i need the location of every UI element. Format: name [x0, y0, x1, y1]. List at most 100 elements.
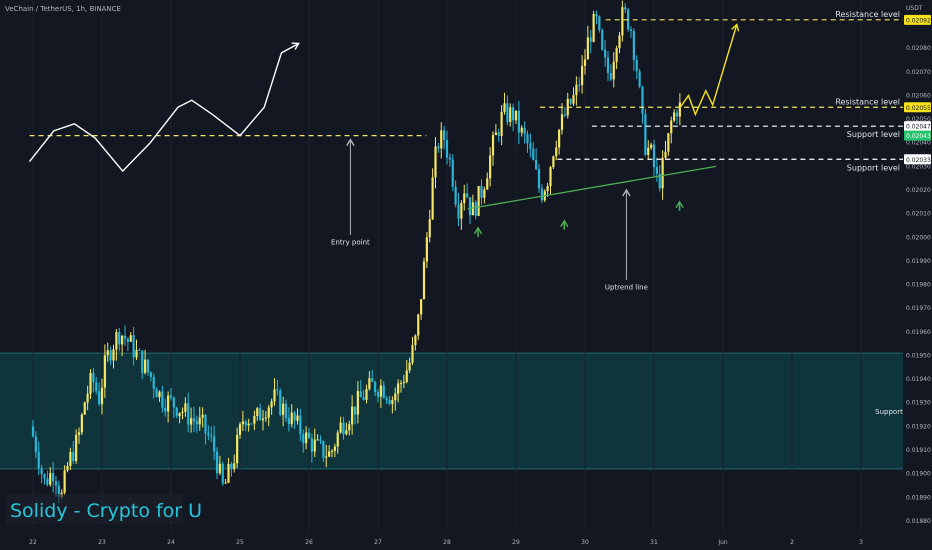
- candle-body-112: [353, 406, 357, 415]
- candle-body-55: [190, 418, 193, 425]
- annotation-resistance-mid: Resistance level: [835, 97, 900, 106]
- candle-body-24: [100, 387, 104, 405]
- candle-body-214: [647, 147, 650, 155]
- candle-body-56: [192, 418, 196, 422]
- price-tick-13: 0.01950: [906, 352, 931, 359]
- candle-body-8: [54, 481, 58, 486]
- price-tag-bg-2: [904, 121, 931, 132]
- candle-body-138: [428, 219, 431, 238]
- candle-body-68: [227, 463, 230, 483]
- candle-body-104: [330, 450, 334, 452]
- candle-body-25: [103, 355, 106, 388]
- candle-body-206: [624, 7, 627, 10]
- candle-body-155: [477, 186, 480, 216]
- candle-body-135: [420, 299, 423, 315]
- price-tag-bg-0: [904, 14, 931, 25]
- green-arrow-head-2: [675, 200, 684, 209]
- candle-body-0: [31, 426, 35, 437]
- candle-body-73: [241, 421, 244, 425]
- price-tag-bg-4: [904, 154, 931, 165]
- candle-body-185: [563, 114, 566, 116]
- candle-body-123: [385, 397, 388, 400]
- candle-body-154: [474, 202, 477, 216]
- candle-body-11: [63, 470, 66, 493]
- candle-body-43: [155, 389, 158, 398]
- candle-body-157: [483, 189, 486, 198]
- candle-body-171: [523, 127, 526, 134]
- candle-body-201: [609, 73, 612, 80]
- uptrend-line: [467, 165, 717, 210]
- candles: [31, 0, 681, 504]
- price-tick-11: 0.01970: [906, 305, 931, 312]
- candle-body-210: [635, 59, 638, 72]
- candle-body-17: [80, 414, 83, 433]
- candle-body-165: [506, 103, 509, 123]
- candle-body-224: [675, 112, 679, 117]
- price-tick-16: 0.01920: [906, 423, 931, 430]
- candle-body-37: [138, 349, 141, 351]
- candle-body-218: [658, 173, 661, 189]
- candle-body-72: [238, 424, 242, 435]
- uptrend-pointer-head: [622, 188, 631, 197]
- candle-body-158: [486, 178, 489, 190]
- candle-body-222: [670, 120, 673, 134]
- candle-body-120: [376, 392, 380, 397]
- candle-body-183: [558, 129, 561, 148]
- candle-body-208: [629, 29, 633, 31]
- candle-body-141: [437, 146, 440, 149]
- projection-arrow-yellow: [679, 24, 738, 117]
- candle-body-192: [583, 59, 587, 66]
- candle-body-12: [66, 466, 69, 471]
- candle-body-194: [589, 37, 592, 42]
- candle-body-148: [457, 204, 460, 219]
- candle-body-196: [595, 13, 598, 17]
- price-tag-bg-3: [904, 130, 931, 141]
- yellow-arrow-head: [731, 23, 740, 32]
- candle-body-16: [77, 432, 81, 435]
- candle-body-36: [135, 349, 138, 358]
- time-tick-5: 27: [374, 539, 382, 546]
- price-tick-1: 0.02070: [906, 69, 931, 76]
- candle-body-221: [667, 133, 670, 152]
- candle-body-63: [213, 436, 216, 452]
- time-axis-panel[interactable]: [0, 532, 932, 550]
- candle-body-187: [569, 98, 572, 104]
- candle-body-28: [112, 349, 115, 361]
- candle-body-170: [520, 127, 523, 133]
- candle-body-130: [405, 370, 408, 383]
- candle-body-149: [460, 203, 463, 219]
- candle-body-86: [279, 390, 282, 415]
- candle-body-115: [362, 397, 365, 400]
- candle-body-184: [560, 114, 564, 130]
- price-tick-19: 0.01890: [906, 494, 931, 501]
- candle-body-146: [451, 159, 454, 187]
- candle-body-156: [480, 186, 483, 198]
- candle-body-52: [181, 411, 184, 413]
- price-axis-ticks: 0.020800.020700.020600.020500.020400.020…: [906, 45, 931, 525]
- candle-body-65: [218, 463, 221, 474]
- candle-body-108: [342, 422, 345, 435]
- candle-body-27: [109, 350, 112, 361]
- time-tick-4: 26: [305, 539, 313, 546]
- candle-body-217: [655, 167, 658, 174]
- candle-body-39: [144, 359, 147, 373]
- candle-body-33: [126, 338, 129, 342]
- candle-body-81: [264, 417, 267, 419]
- candle-body-169: [517, 110, 520, 133]
- candle-body-131: [408, 362, 411, 371]
- candle-body-57: [195, 421, 198, 425]
- price-tick-18: 0.01900: [906, 471, 931, 478]
- time-tick-11: 2: [790, 539, 794, 546]
- candle-body-119: [374, 381, 377, 393]
- price-axis-panel[interactable]: [903, 0, 932, 532]
- candle-body-109: [345, 430, 348, 435]
- candle-body-223: [673, 112, 676, 121]
- time-tick-1: 23: [98, 539, 106, 546]
- candle-body-113: [356, 391, 359, 415]
- candle-body-21: [92, 373, 95, 383]
- price-axis-unit: USDT: [906, 5, 923, 12]
- candle-body-13: [69, 451, 72, 467]
- candle-body-216: [652, 144, 656, 168]
- candle-body-204: [618, 35, 621, 49]
